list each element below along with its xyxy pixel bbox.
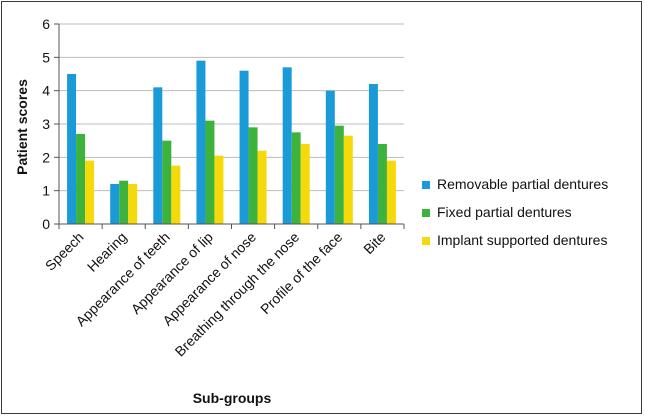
bar [171, 165, 181, 224]
y-tick-labels: 0 1 2 3 4 5 6 [42, 16, 59, 232]
legend-swatch [422, 181, 430, 189]
y-tick-label: 3 [42, 116, 50, 132]
bar [386, 160, 396, 224]
x-axis-title: Sub-groups [193, 390, 272, 406]
bar [368, 84, 378, 224]
bar [85, 160, 95, 224]
legend-swatch [422, 209, 430, 217]
bar [196, 60, 206, 224]
bar [214, 155, 224, 224]
bar [119, 180, 129, 224]
bar [377, 144, 387, 224]
legend: Removable partial dentures Fixed partial … [422, 176, 608, 248]
x-tick-label: Speech [42, 229, 87, 274]
bar [128, 184, 138, 224]
bar [343, 135, 353, 224]
legend-label: Fixed partial dentures [437, 204, 572, 220]
bar [291, 132, 301, 224]
y-tick-label: 0 [42, 216, 50, 232]
bars [67, 60, 396, 225]
y-axis-title: Patient scores [14, 79, 30, 175]
y-tick-label: 4 [42, 83, 50, 99]
bar [239, 70, 249, 225]
bar [334, 125, 344, 224]
bar [300, 144, 310, 224]
bar [257, 150, 267, 224]
y-tick-label: 1 [42, 183, 50, 199]
bar [110, 184, 120, 224]
legend-swatch [422, 237, 430, 245]
y-tick-label: 6 [42, 16, 50, 32]
x-tick-label: Bite [360, 229, 389, 258]
bar [153, 87, 163, 224]
y-tick-label: 2 [42, 149, 50, 165]
bar [76, 134, 86, 224]
bar [248, 127, 258, 224]
bar [205, 120, 215, 224]
bar [67, 74, 77, 224]
bar [282, 67, 292, 224]
legend-label: Implant supported dentures [437, 232, 607, 248]
legend-label: Removable partial dentures [437, 176, 608, 192]
bar [162, 140, 172, 224]
x-tick-label: Profile of the face [257, 229, 346, 318]
bar [325, 90, 335, 225]
y-tick-label: 5 [42, 49, 50, 65]
